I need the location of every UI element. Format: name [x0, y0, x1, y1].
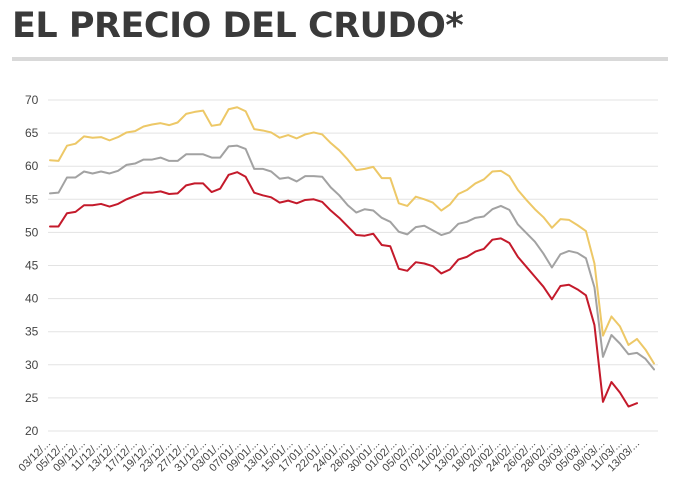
y-tick-label: 45	[25, 259, 39, 273]
series-line-2	[49, 144, 655, 371]
y-tick-label: 50	[25, 225, 39, 239]
y-axis: 20 25 30 35 40 45 50 55 60 65 70	[25, 93, 39, 438]
title-divider	[12, 57, 668, 61]
x-axis: 03/12/...05/12/...09/12/...11/12/...13/1…	[17, 438, 643, 475]
y-tick-label: 65	[25, 126, 39, 140]
y-tick-label: 70	[25, 93, 39, 107]
y-tick-label: 30	[25, 358, 39, 372]
y-tick-label: 25	[25, 391, 39, 405]
y-tick-label: 55	[25, 192, 39, 206]
series-line-3	[49, 171, 638, 408]
chart-title: EL PRECIO DEL CRUDO*	[12, 6, 464, 46]
series-lines	[49, 106, 655, 408]
series-line-1	[49, 106, 655, 365]
gridlines	[48, 99, 658, 432]
y-tick-label: 35	[25, 325, 39, 339]
y-tick-label: 60	[25, 159, 39, 173]
y-tick-label: 20	[25, 424, 39, 438]
y-tick-label: 40	[25, 292, 39, 306]
